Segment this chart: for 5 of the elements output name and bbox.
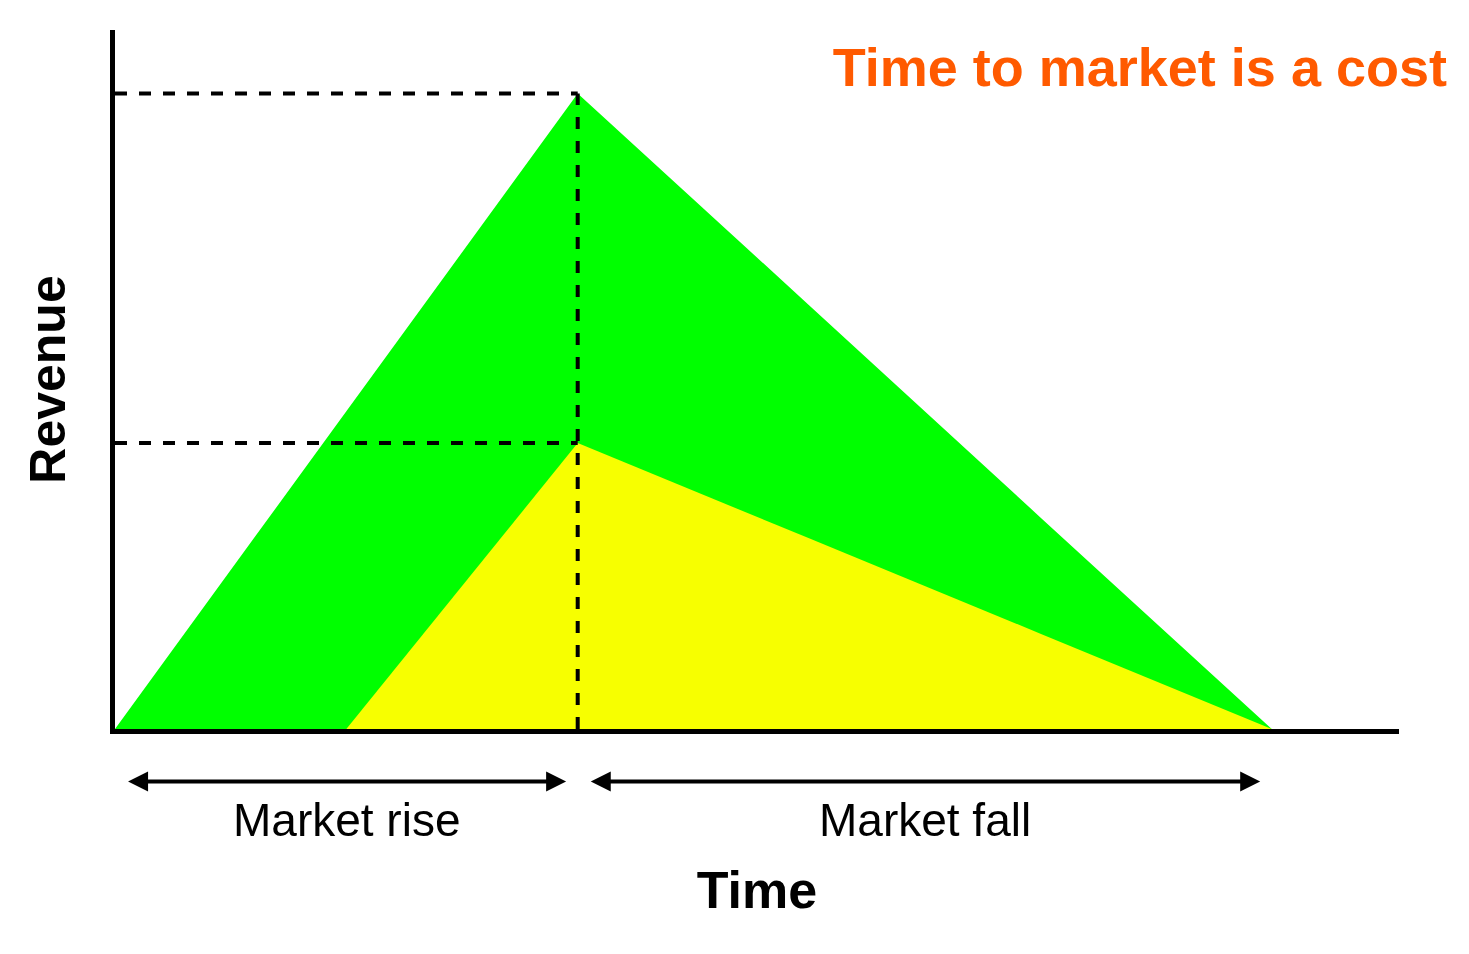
text: Market rise (233, 794, 461, 846)
text: Market fall (819, 794, 1032, 846)
x-axis-title: Time (696, 860, 818, 919)
y-axis-title: Revenue (20, 275, 76, 484)
chart-title: Time to market is a cost (832, 36, 1447, 97)
